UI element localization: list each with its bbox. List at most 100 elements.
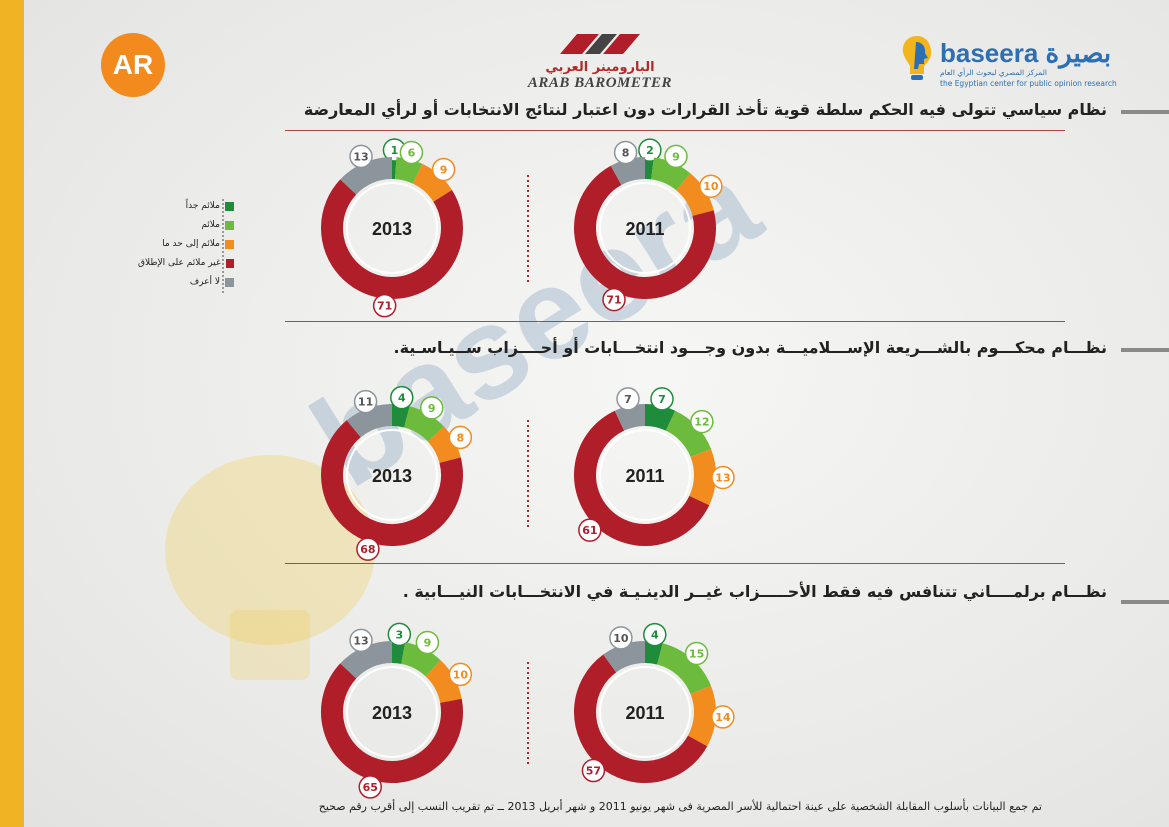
value-bubble xyxy=(602,287,626,312)
donut-2013: 1 6 9 71 13 2013 xyxy=(321,138,463,318)
value-bubble xyxy=(390,385,414,410)
legend-label: غير ملائم على الإطلاق xyxy=(138,258,221,268)
donut-inner-ring xyxy=(599,182,691,274)
donut-2013: 4 9 8 68 11 2013 xyxy=(321,385,473,561)
value-label: 10 xyxy=(613,632,629,645)
value-label: 1 xyxy=(391,144,399,157)
question-2-title: نظـــام محكـــوم بالشـــريعة الإســـلامي… xyxy=(393,338,1107,357)
donut-inner-ring xyxy=(599,666,691,758)
legend: ملائم جداً ملائم ملائم إلى حد ما غير ملا… xyxy=(138,197,234,292)
legend-divider xyxy=(222,199,224,293)
value-label: 10 xyxy=(453,668,469,681)
legend-label: ملائم إلى حد ما xyxy=(162,239,220,249)
donut-slice xyxy=(603,641,646,673)
donut-slice xyxy=(400,642,441,677)
ar-logo: AR xyxy=(101,33,165,97)
value-label: 9 xyxy=(672,150,680,163)
watermark-bulb-base xyxy=(230,610,310,680)
arab-barometer-arabic: البارومينر العربي xyxy=(545,60,655,75)
value-label: 13 xyxy=(353,150,368,163)
donut-slice xyxy=(665,410,712,458)
donut-slice xyxy=(394,157,423,184)
value-label: 2 xyxy=(646,144,654,157)
legend-item: غير ملائم على الإطلاق xyxy=(138,254,234,272)
legend-label: ملائم جداً xyxy=(185,201,220,211)
donut-slice xyxy=(574,654,708,783)
donut-2013: 3 9 10 65 13 2013 xyxy=(321,622,473,799)
question-2-rule xyxy=(285,321,1065,322)
donut-inner-ring xyxy=(599,429,691,521)
donut-slice xyxy=(689,448,716,506)
value-bubble xyxy=(643,622,667,647)
value-label: 14 xyxy=(715,711,731,724)
value-label: 3 xyxy=(396,628,404,641)
year-label: 2011 xyxy=(625,219,664,239)
value-bubble xyxy=(638,138,662,162)
legend-swatch xyxy=(225,220,234,230)
value-bubble xyxy=(616,387,640,411)
donut-2011: 4 15 14 57 10 2011 xyxy=(574,622,735,783)
ar-logo-text: AR xyxy=(112,49,154,80)
legend-label: ملائم xyxy=(201,220,220,230)
value-label: 8 xyxy=(457,431,465,444)
value-label: 61 xyxy=(582,524,597,537)
legend-swatch xyxy=(225,258,234,268)
value-label: 68 xyxy=(360,543,375,556)
donut-2011: 2 9 10 71 8 2011 xyxy=(574,138,723,312)
value-bubble xyxy=(448,662,473,687)
question-2-bar xyxy=(1121,348,1169,352)
value-label: 13 xyxy=(353,634,368,647)
arab-barometer-latin: ARAB BAROMETER xyxy=(527,75,673,91)
question-1-rule xyxy=(285,130,1065,131)
year-label: 2013 xyxy=(372,703,412,723)
value-bubble xyxy=(609,626,633,650)
donut-inner-ring xyxy=(346,429,438,521)
legend-swatch xyxy=(225,201,234,211)
value-label: 7 xyxy=(624,393,632,406)
donut-slice xyxy=(574,410,710,546)
donut-inner-ring xyxy=(346,666,438,758)
donut-slice xyxy=(425,660,462,704)
value-label: 71 xyxy=(606,294,621,307)
value-label: 7 xyxy=(658,393,666,406)
value-bubble xyxy=(578,518,602,542)
question-3-title: نظـــام برلمــــاني تتنافس فيه فقط الأحـ… xyxy=(402,582,1107,601)
value-bubble xyxy=(415,630,440,655)
value-label: 57 xyxy=(586,765,601,778)
value-bubble xyxy=(372,293,397,318)
donut-slice xyxy=(427,426,461,464)
donut-slice xyxy=(346,404,393,438)
value-bubble xyxy=(711,465,735,490)
legend-item: ملائم إلى حد ما xyxy=(138,235,234,253)
arab-barometer-logo: البارومينر العربي ARAB BAROMETER xyxy=(515,30,685,92)
donut-slice xyxy=(321,179,463,299)
year-label: 2013 xyxy=(372,219,412,239)
donut-slice xyxy=(340,641,393,679)
footnote: تم جمع البيانات بأسلوب المقابلة الشخصية … xyxy=(318,800,1042,813)
donut-slice xyxy=(644,641,663,665)
value-label: 71 xyxy=(377,300,392,313)
year-label: 2013 xyxy=(372,466,412,486)
legend-item: ملائم جداً xyxy=(138,197,234,215)
baseera-head-icon xyxy=(902,36,932,80)
value-label: 12 xyxy=(694,416,709,429)
donut-inner-ring xyxy=(346,182,438,274)
value-label: 9 xyxy=(424,637,432,650)
donut-slice xyxy=(403,406,444,442)
legend-swatch xyxy=(225,239,234,249)
value-label: 65 xyxy=(363,781,378,794)
baseera-logo: baseera بصيرة المركز المصري لبحوث الرأي … xyxy=(900,34,1117,96)
baseera-sub-ar: المركز المصري لبحوث الرأي العام xyxy=(940,68,1048,77)
donut-slice xyxy=(391,641,406,664)
legend-swatch xyxy=(225,277,234,287)
donut-slice xyxy=(321,420,463,546)
left-accent-bar xyxy=(0,0,24,827)
value-bubble xyxy=(650,387,674,411)
value-bubble xyxy=(664,144,688,169)
value-bubble xyxy=(349,628,373,653)
value-bubble xyxy=(349,144,373,169)
donut-slice xyxy=(644,404,676,431)
value-label: 4 xyxy=(651,629,659,642)
year-label: 2011 xyxy=(625,703,664,723)
donut-slice xyxy=(610,157,646,186)
